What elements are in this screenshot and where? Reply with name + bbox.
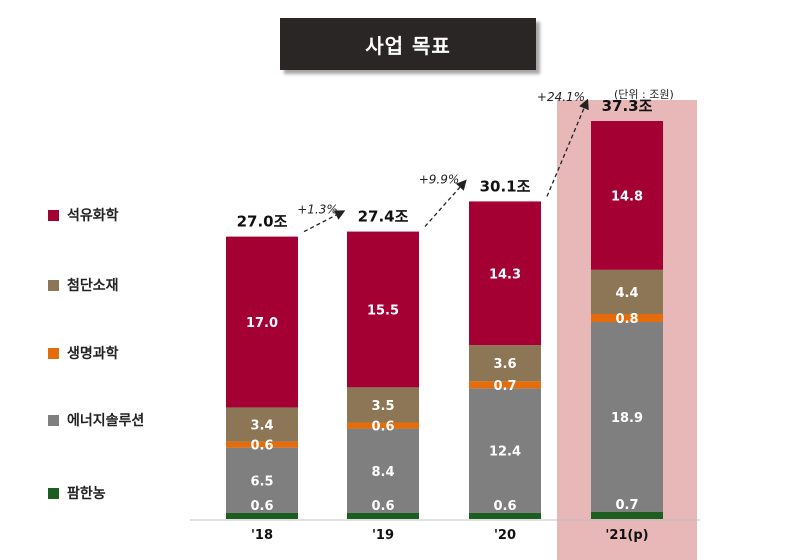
legend-item: 첨단소재 — [48, 275, 119, 295]
data-label: 14.8 — [611, 189, 643, 204]
legend-label: 첨단소재 — [67, 278, 119, 294]
data-label: 8.4 — [371, 465, 394, 480]
title-box: 사업 목표 — [280, 18, 536, 70]
data-label: 17.0 — [246, 316, 278, 331]
data-label: 14.3 — [489, 267, 521, 282]
growth-arrow — [424, 179, 467, 228]
growth-label: +9.9% — [419, 172, 460, 186]
total-label: 27.4조 — [358, 208, 409, 226]
total-label: 27.0조 — [237, 213, 288, 231]
data-label: 6.5 — [250, 474, 273, 489]
growth-label: +1.3% — [297, 203, 338, 217]
data-label: 3.4 — [250, 419, 273, 434]
bar-segment — [226, 441, 298, 448]
bar-segment — [591, 313, 663, 323]
legend-label: 팜한농 — [67, 486, 106, 502]
bar-segment — [591, 322, 663, 512]
data-label: 0.8 — [615, 312, 638, 327]
legend-swatch — [48, 347, 59, 359]
data-label: 4.4 — [615, 286, 638, 301]
bar-segment — [347, 231, 419, 388]
legend-swatch — [48, 487, 59, 499]
data-label: 3.5 — [371, 399, 394, 414]
data-label: 0.6 — [493, 499, 516, 514]
x-tick-label: '20 — [494, 528, 516, 543]
legend-swatch — [48, 279, 59, 291]
bar-segment — [591, 511, 663, 519]
bar-segment — [469, 201, 541, 346]
bar-segment — [469, 381, 541, 389]
legend-swatch — [48, 414, 59, 426]
bar-segment — [226, 512, 298, 519]
bar-segment — [591, 269, 663, 314]
bar-segment — [347, 428, 419, 513]
bar-segment — [347, 422, 419, 429]
data-label: 0.7 — [615, 498, 638, 513]
bar-segment — [347, 387, 419, 423]
page-title: 사업 목표 — [365, 33, 451, 58]
data-label: 12.4 — [489, 445, 521, 460]
bar-segment — [469, 388, 541, 513]
bar-segment — [469, 345, 541, 382]
legend-label: 석유화학 — [67, 208, 119, 224]
bar-segment — [226, 447, 298, 513]
growth-arrow — [546, 98, 589, 197]
bar-segment — [226, 236, 298, 408]
bar-segment — [469, 512, 541, 519]
total-label: 37.3조 — [602, 97, 653, 115]
data-label: 3.6 — [493, 357, 516, 372]
legend-label: 생명과학 — [67, 346, 119, 362]
bar-segment — [226, 407, 298, 442]
bar-segment — [347, 512, 419, 519]
legend-item: 생명과학 — [48, 343, 119, 363]
unit-label: (단위 : 조원) — [614, 88, 674, 101]
legend-item: 에너지솔루션 — [48, 410, 144, 430]
data-label: 0.6 — [250, 439, 273, 454]
legend-item: 석유화학 — [48, 205, 119, 225]
legend-item: 팜한농 — [48, 483, 106, 503]
x-tick-label: '18 — [251, 528, 273, 543]
x-tick-label: '19 — [372, 528, 394, 543]
legend-swatch — [48, 209, 59, 221]
data-label: 15.5 — [367, 303, 399, 318]
data-label: 0.6 — [371, 499, 394, 514]
legend-label: 에너지솔루션 — [67, 413, 145, 429]
x-tick-label: '21(p) — [605, 528, 648, 543]
data-label: 0.6 — [250, 499, 273, 514]
data-label: 18.9 — [611, 411, 643, 426]
growth-arrow — [303, 210, 346, 233]
growth-label: +24.1% — [537, 90, 585, 104]
bar-segment — [591, 121, 663, 270]
data-label: 0.7 — [493, 379, 516, 394]
total-label: 30.1조 — [480, 177, 531, 195]
data-label: 0.6 — [371, 420, 394, 435]
